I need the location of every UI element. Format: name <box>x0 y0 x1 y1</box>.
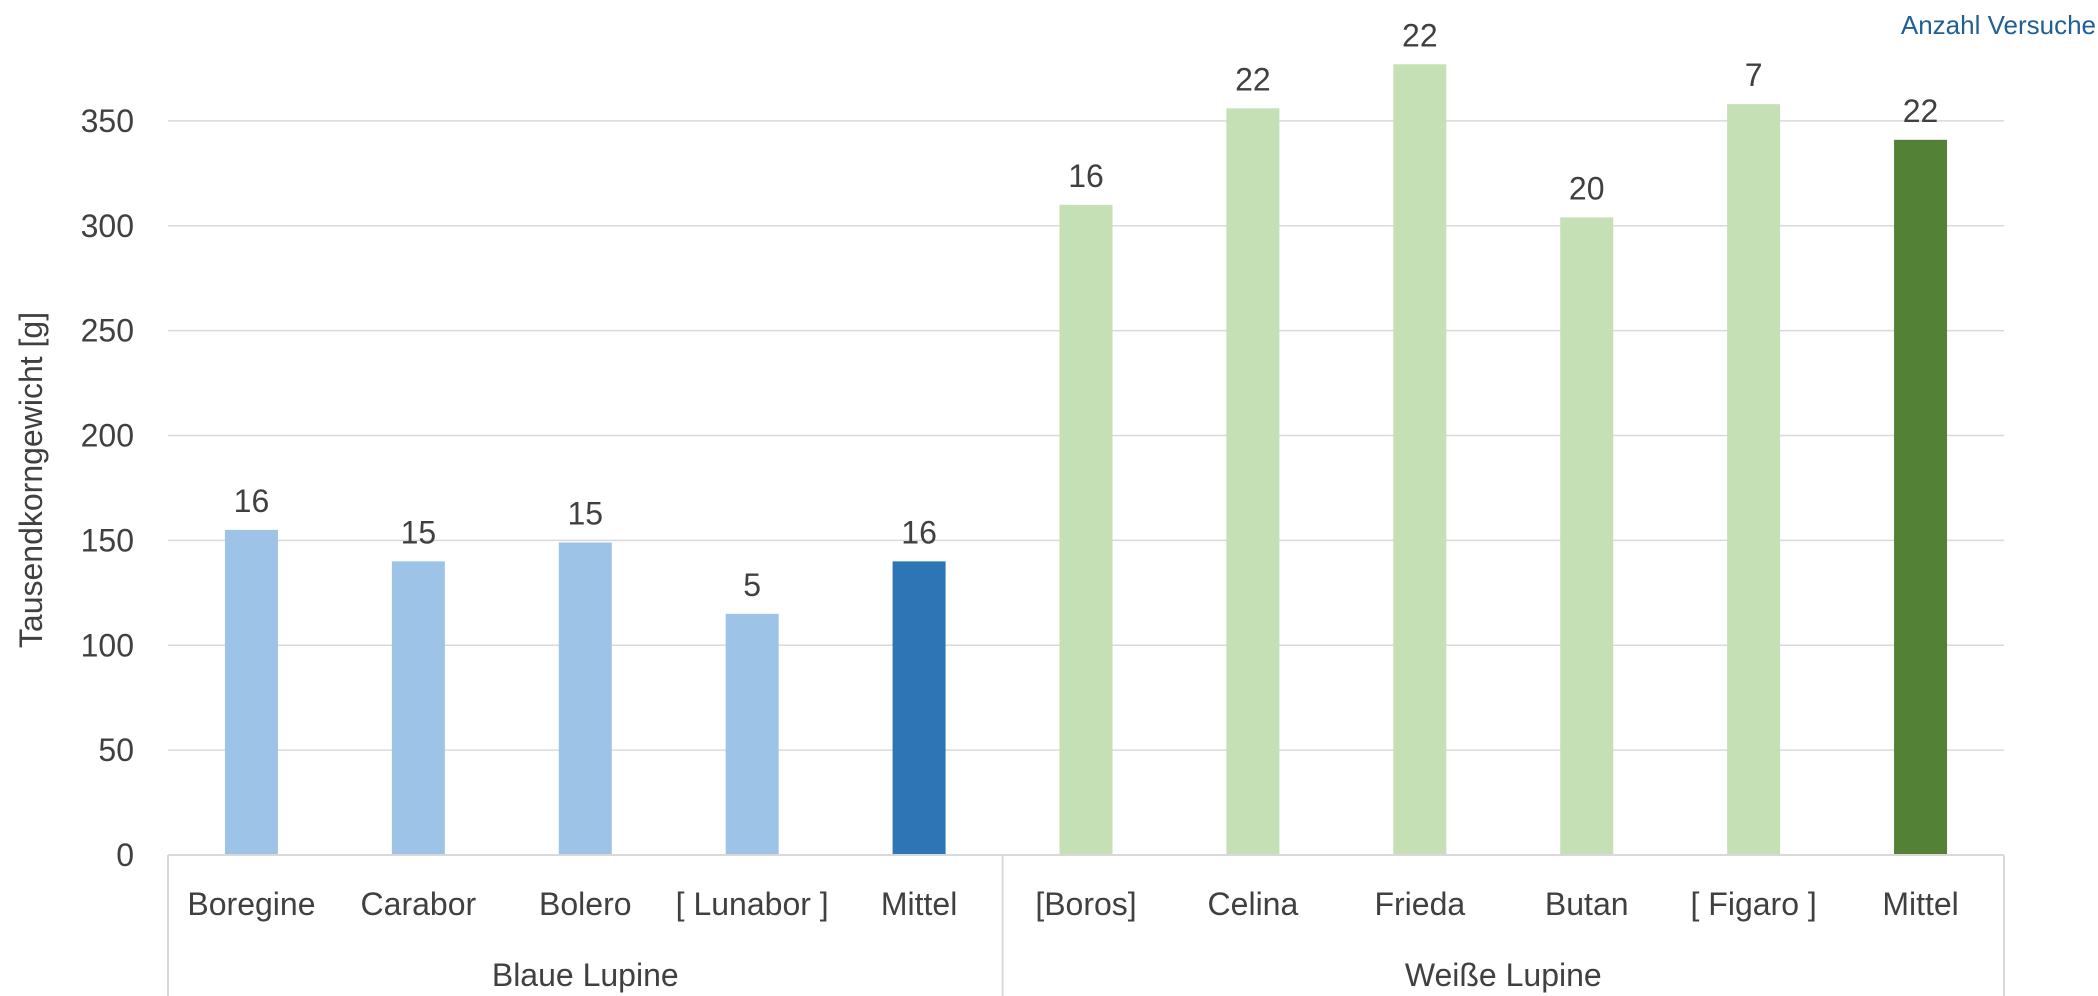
category-label: Frieda <box>1374 886 1465 922</box>
bar <box>893 561 946 855</box>
bar <box>1060 205 1113 855</box>
data-label: 22 <box>1903 93 1939 129</box>
y-tick-label: 300 <box>81 208 134 244</box>
y-tick-label: 150 <box>81 522 134 558</box>
x-axis: Boregine Carabor Bolero [ Lunabor ] Mittel [B… <box>168 855 2004 996</box>
data-label: 20 <box>1569 170 1605 206</box>
bar <box>726 614 779 855</box>
bar <box>559 542 612 855</box>
y-axis-title: Tausendkorngewicht [g] <box>13 312 49 648</box>
bar <box>1226 108 1279 855</box>
y-tick-label: 50 <box>98 732 134 768</box>
bar <box>1727 104 1780 855</box>
category-label: Mittel <box>1882 886 1958 922</box>
category-label: Celina <box>1208 886 1299 922</box>
y-tick-label: 200 <box>81 418 134 454</box>
category-label: [ Figaro ] <box>1691 886 1817 922</box>
category-label: [Boros] <box>1035 886 1136 922</box>
category-label: Carabor <box>361 886 477 922</box>
data-label: 16 <box>1068 158 1104 194</box>
data-label: 22 <box>1402 17 1438 53</box>
data-label: 7 <box>1745 57 1763 93</box>
category-label: Mittel <box>881 886 957 922</box>
bar <box>1560 217 1613 855</box>
category-label: Butan <box>1545 886 1629 922</box>
legend-note: Anzahl Versuche <box>1901 10 2096 40</box>
data-label: 22 <box>1235 61 1271 97</box>
data-label: 5 <box>743 567 761 603</box>
bar <box>1894 140 1947 855</box>
y-tick-label: 250 <box>81 313 134 349</box>
category-label: [ Lunabor ] <box>676 886 829 922</box>
y-tick-label: 0 <box>116 837 134 873</box>
group-label: Weiße Lupine <box>1405 957 1602 993</box>
data-label: 16 <box>901 514 937 550</box>
data-label: 15 <box>567 495 603 531</box>
bar <box>392 561 445 855</box>
bar <box>1393 64 1446 855</box>
data-label: 15 <box>401 514 437 550</box>
data-label: 16 <box>234 483 270 519</box>
group-label: Blaue Lupine <box>492 957 679 993</box>
y-tick-label: 350 <box>81 103 134 139</box>
y-axis: 0 50 100 150 200 250 300 350 <box>81 103 134 873</box>
bar <box>225 530 278 855</box>
y-tick-label: 100 <box>81 627 134 663</box>
category-label: Boregine <box>187 886 315 922</box>
category-label: Bolero <box>539 886 632 922</box>
